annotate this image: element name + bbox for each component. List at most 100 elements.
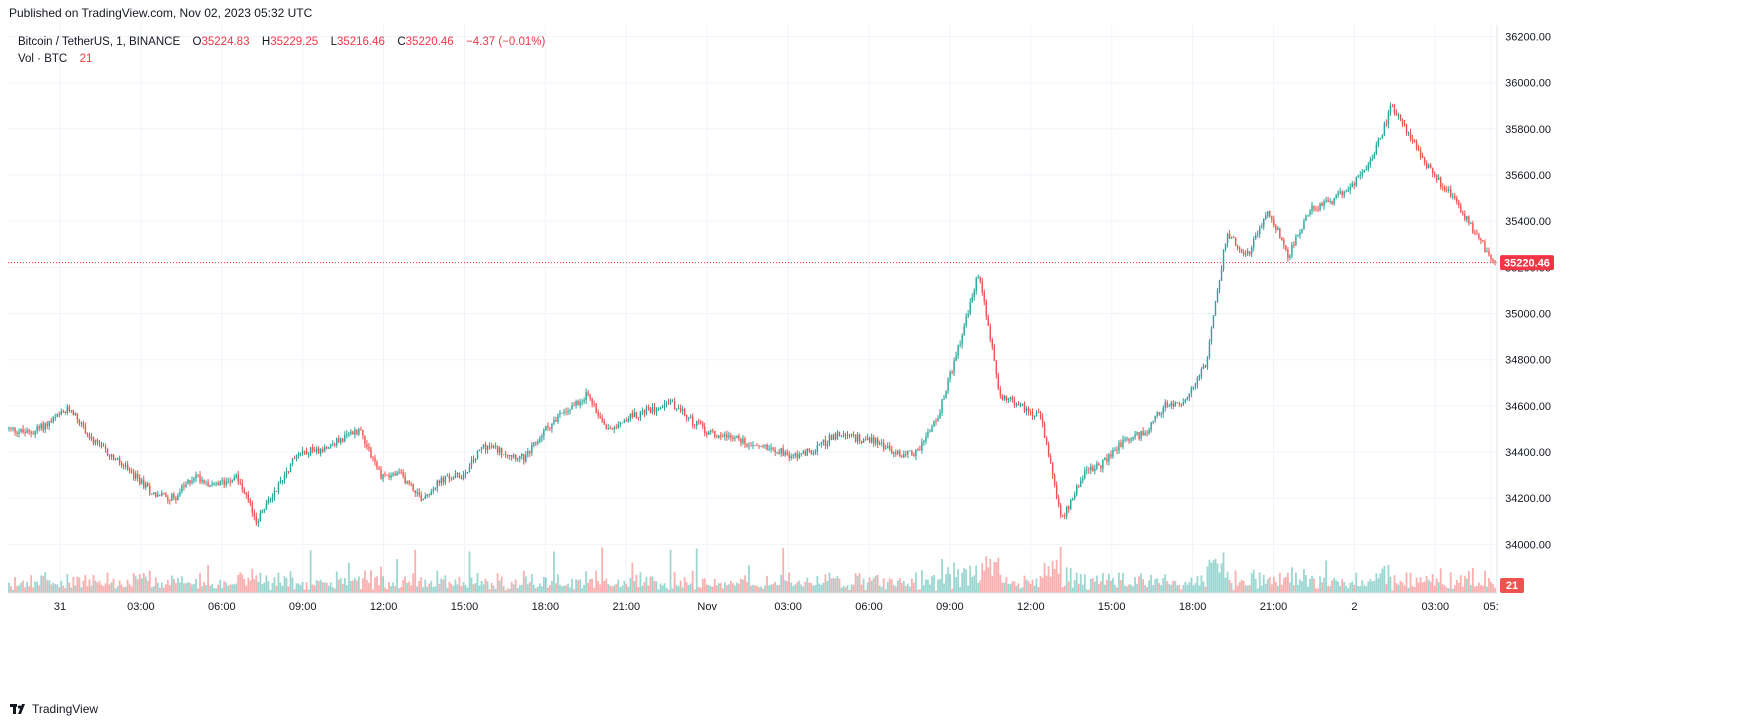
- volume-bar: [337, 579, 340, 593]
- volume-bar: [1170, 584, 1173, 593]
- candle-body: [80, 422, 83, 424]
- volume-bar: [633, 581, 636, 593]
- candle-body: [547, 426, 549, 428]
- volume-bar: [1288, 582, 1291, 593]
- candle-body: [844, 434, 847, 436]
- volume-bar: [1323, 577, 1325, 593]
- volume-bar: [327, 585, 330, 593]
- candle-body: [1152, 420, 1154, 423]
- volume-bar: [227, 585, 230, 593]
- candle-body: [114, 459, 117, 461]
- candle-body: [388, 475, 390, 478]
- volume-bar: [571, 578, 573, 593]
- candle-body: [478, 449, 481, 451]
- volume-bar: [257, 581, 260, 593]
- brand[interactable]: TradingView: [10, 702, 98, 716]
- candle-body: [1329, 201, 1331, 202]
- volume-bar: [651, 576, 654, 593]
- time-tick-label: 03:00: [1422, 601, 1450, 613]
- chart-frame[interactable]: 36200.00 36000.00 35800.00 35600.00 35400.00…: [8, 25, 1568, 693]
- candle-body: [209, 485, 211, 487]
- volume-bar: [1059, 546, 1062, 593]
- volume-bar: [1160, 585, 1163, 593]
- volume-bar: [876, 574, 879, 593]
- volume-bar: [725, 585, 728, 593]
- volume-bar: [1148, 580, 1151, 593]
- candle-body: [255, 516, 258, 524]
- candle-body: [203, 479, 205, 484]
- candle-body: [619, 422, 621, 425]
- volume-bar: [731, 583, 734, 593]
- volume-bar: [237, 574, 240, 593]
- volume-bar: [991, 575, 994, 593]
- candle-body: [1120, 442, 1122, 447]
- candle-body: [957, 345, 959, 356]
- volume-bar: [945, 574, 947, 593]
- candle-body: [36, 426, 38, 432]
- candle-body: [880, 442, 883, 444]
- candle-body: [742, 438, 744, 444]
- volume-bar: [418, 580, 421, 593]
- volume-study-label[interactable]: Vol · BTC: [18, 53, 68, 65]
- candle-body: [12, 427, 14, 429]
- candle-body: [221, 480, 223, 482]
- volume-bar: [512, 584, 515, 593]
- candle-body: [1170, 402, 1172, 406]
- volume-bar: [466, 587, 469, 593]
- volume-bar: [1099, 581, 1102, 593]
- volume-bar: [500, 576, 503, 593]
- symbol-label[interactable]: Bitcoin / TetherUS, 1, BINANCE: [18, 36, 181, 48]
- volume-bar: [1182, 585, 1185, 593]
- volume-bar: [162, 587, 165, 593]
- volume-bar: [695, 548, 698, 593]
- candle-body: [1240, 249, 1243, 253]
- volume-bar: [637, 587, 640, 593]
- candle-body: [1283, 239, 1285, 246]
- volume-bar: [635, 574, 638, 593]
- volume-bar: [267, 581, 270, 593]
- candle-body: [1425, 162, 1428, 168]
- candle-body: [1446, 190, 1448, 191]
- price-chart[interactable]: 36200.0036000.0035800.0035600.0035400.00…: [8, 25, 1568, 693]
- candle-body: [1307, 215, 1309, 216]
- candle-body: [1407, 132, 1410, 134]
- candle-body: [637, 417, 640, 419]
- volume-bar: [52, 582, 55, 593]
- volume-bar: [1077, 583, 1080, 593]
- candle-body: [965, 316, 967, 326]
- time-tick-label: 12:00: [370, 601, 398, 613]
- high-value: 35229.25: [270, 36, 319, 48]
- volume-bar: [852, 584, 855, 593]
- volume-bar: [536, 586, 539, 593]
- volume-bar: [136, 579, 139, 593]
- volume-bar: [677, 586, 680, 593]
- volume-bar: [1377, 578, 1380, 593]
- volume-bar: [46, 580, 49, 593]
- candle-body: [26, 430, 28, 434]
- volume-bar: [1053, 568, 1056, 593]
- volume-bar: [1484, 570, 1486, 593]
- volume-bar: [957, 569, 960, 593]
- volume-bar: [1457, 582, 1460, 593]
- candle-body: [949, 372, 951, 380]
- volume-bar: [814, 584, 817, 593]
- candle-body: [376, 461, 378, 468]
- candle-body: [24, 432, 26, 434]
- volume-bar: [832, 578, 835, 593]
- volume-bar: [1301, 581, 1303, 593]
- volume-bar: [1172, 580, 1175, 593]
- volume-bar: [72, 576, 75, 593]
- candle-body: [1478, 234, 1480, 239]
- candle-body: [1427, 164, 1430, 168]
- volume-bar: [1478, 582, 1480, 593]
- volume-bar: [673, 571, 676, 593]
- candle-body: [1415, 142, 1418, 149]
- candle-body: [1029, 411, 1032, 413]
- price-tick-label: 35000.00: [1505, 309, 1551, 321]
- volume-bar: [756, 585, 758, 593]
- volume-bar: [331, 587, 334, 593]
- candle-body: [1140, 430, 1142, 439]
- candle-body: [691, 416, 694, 426]
- candle-body: [856, 434, 859, 442]
- volume-bar: [1166, 581, 1169, 593]
